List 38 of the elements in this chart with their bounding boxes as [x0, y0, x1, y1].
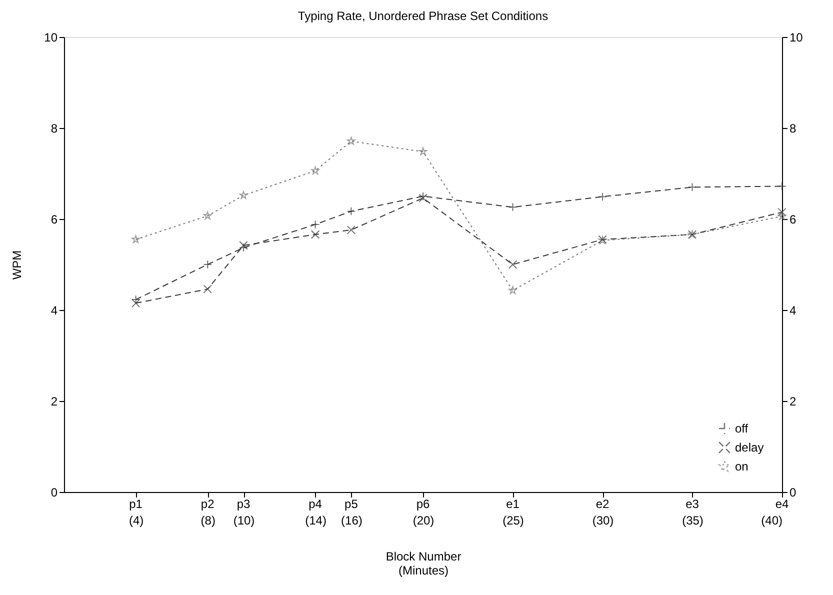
text: e3 — [686, 497, 700, 511]
y2-tick-label: 10 — [790, 30, 804, 44]
text: p5 — [344, 497, 358, 511]
text: p3 — [236, 497, 250, 511]
y-tick-label: 8 — [50, 122, 58, 136]
text: e1 — [506, 497, 520, 511]
legend-label: delay — [735, 440, 764, 454]
y2-tick-label: 6 — [790, 212, 796, 226]
y-tick-label: 0 — [50, 486, 58, 500]
text: p6 — [416, 497, 430, 511]
y-tick-label: 4 — [50, 304, 58, 318]
x-tick-label: (10) — [233, 514, 255, 528]
text: e4 — [775, 497, 789, 511]
chart-title: Typing Rate, Unordered Phrase Set Conditions — [298, 9, 548, 23]
x-axis-title: Block Number (Minutes) — [386, 550, 462, 578]
y2-tick-label: 8 — [790, 122, 796, 136]
y-tick-label: 10 — [44, 30, 58, 44]
text: p2 — [200, 497, 215, 511]
text: e2 — [596, 497, 610, 511]
y-tick-label: 6 — [50, 212, 58, 226]
text: p1 — [129, 497, 143, 511]
y2-tick-label: 4 — [790, 304, 796, 318]
x-tick-label: (4) — [128, 514, 144, 528]
x-tick-label: (14) — [305, 514, 326, 528]
text: p4 — [308, 497, 322, 511]
x-tick-label: (35) — [682, 514, 704, 528]
y2-tick-label: 2 — [790, 394, 796, 408]
y2-tick-label: 0 — [790, 486, 796, 500]
x-tick-label: (30) — [592, 514, 614, 528]
y-tick-label: 2 — [50, 394, 58, 408]
x-tick-label: (40) — [761, 514, 782, 528]
x-tick-label: (16) — [341, 514, 362, 528]
y-axis-title: WPM — [10, 250, 24, 280]
legend-label: on — [735, 460, 748, 474]
x-tick-label: (8) — [200, 514, 216, 528]
x-tick-label: (25) — [502, 514, 524, 528]
x-tick-label: (20) — [412, 514, 434, 528]
legend-label: off — [735, 422, 749, 436]
